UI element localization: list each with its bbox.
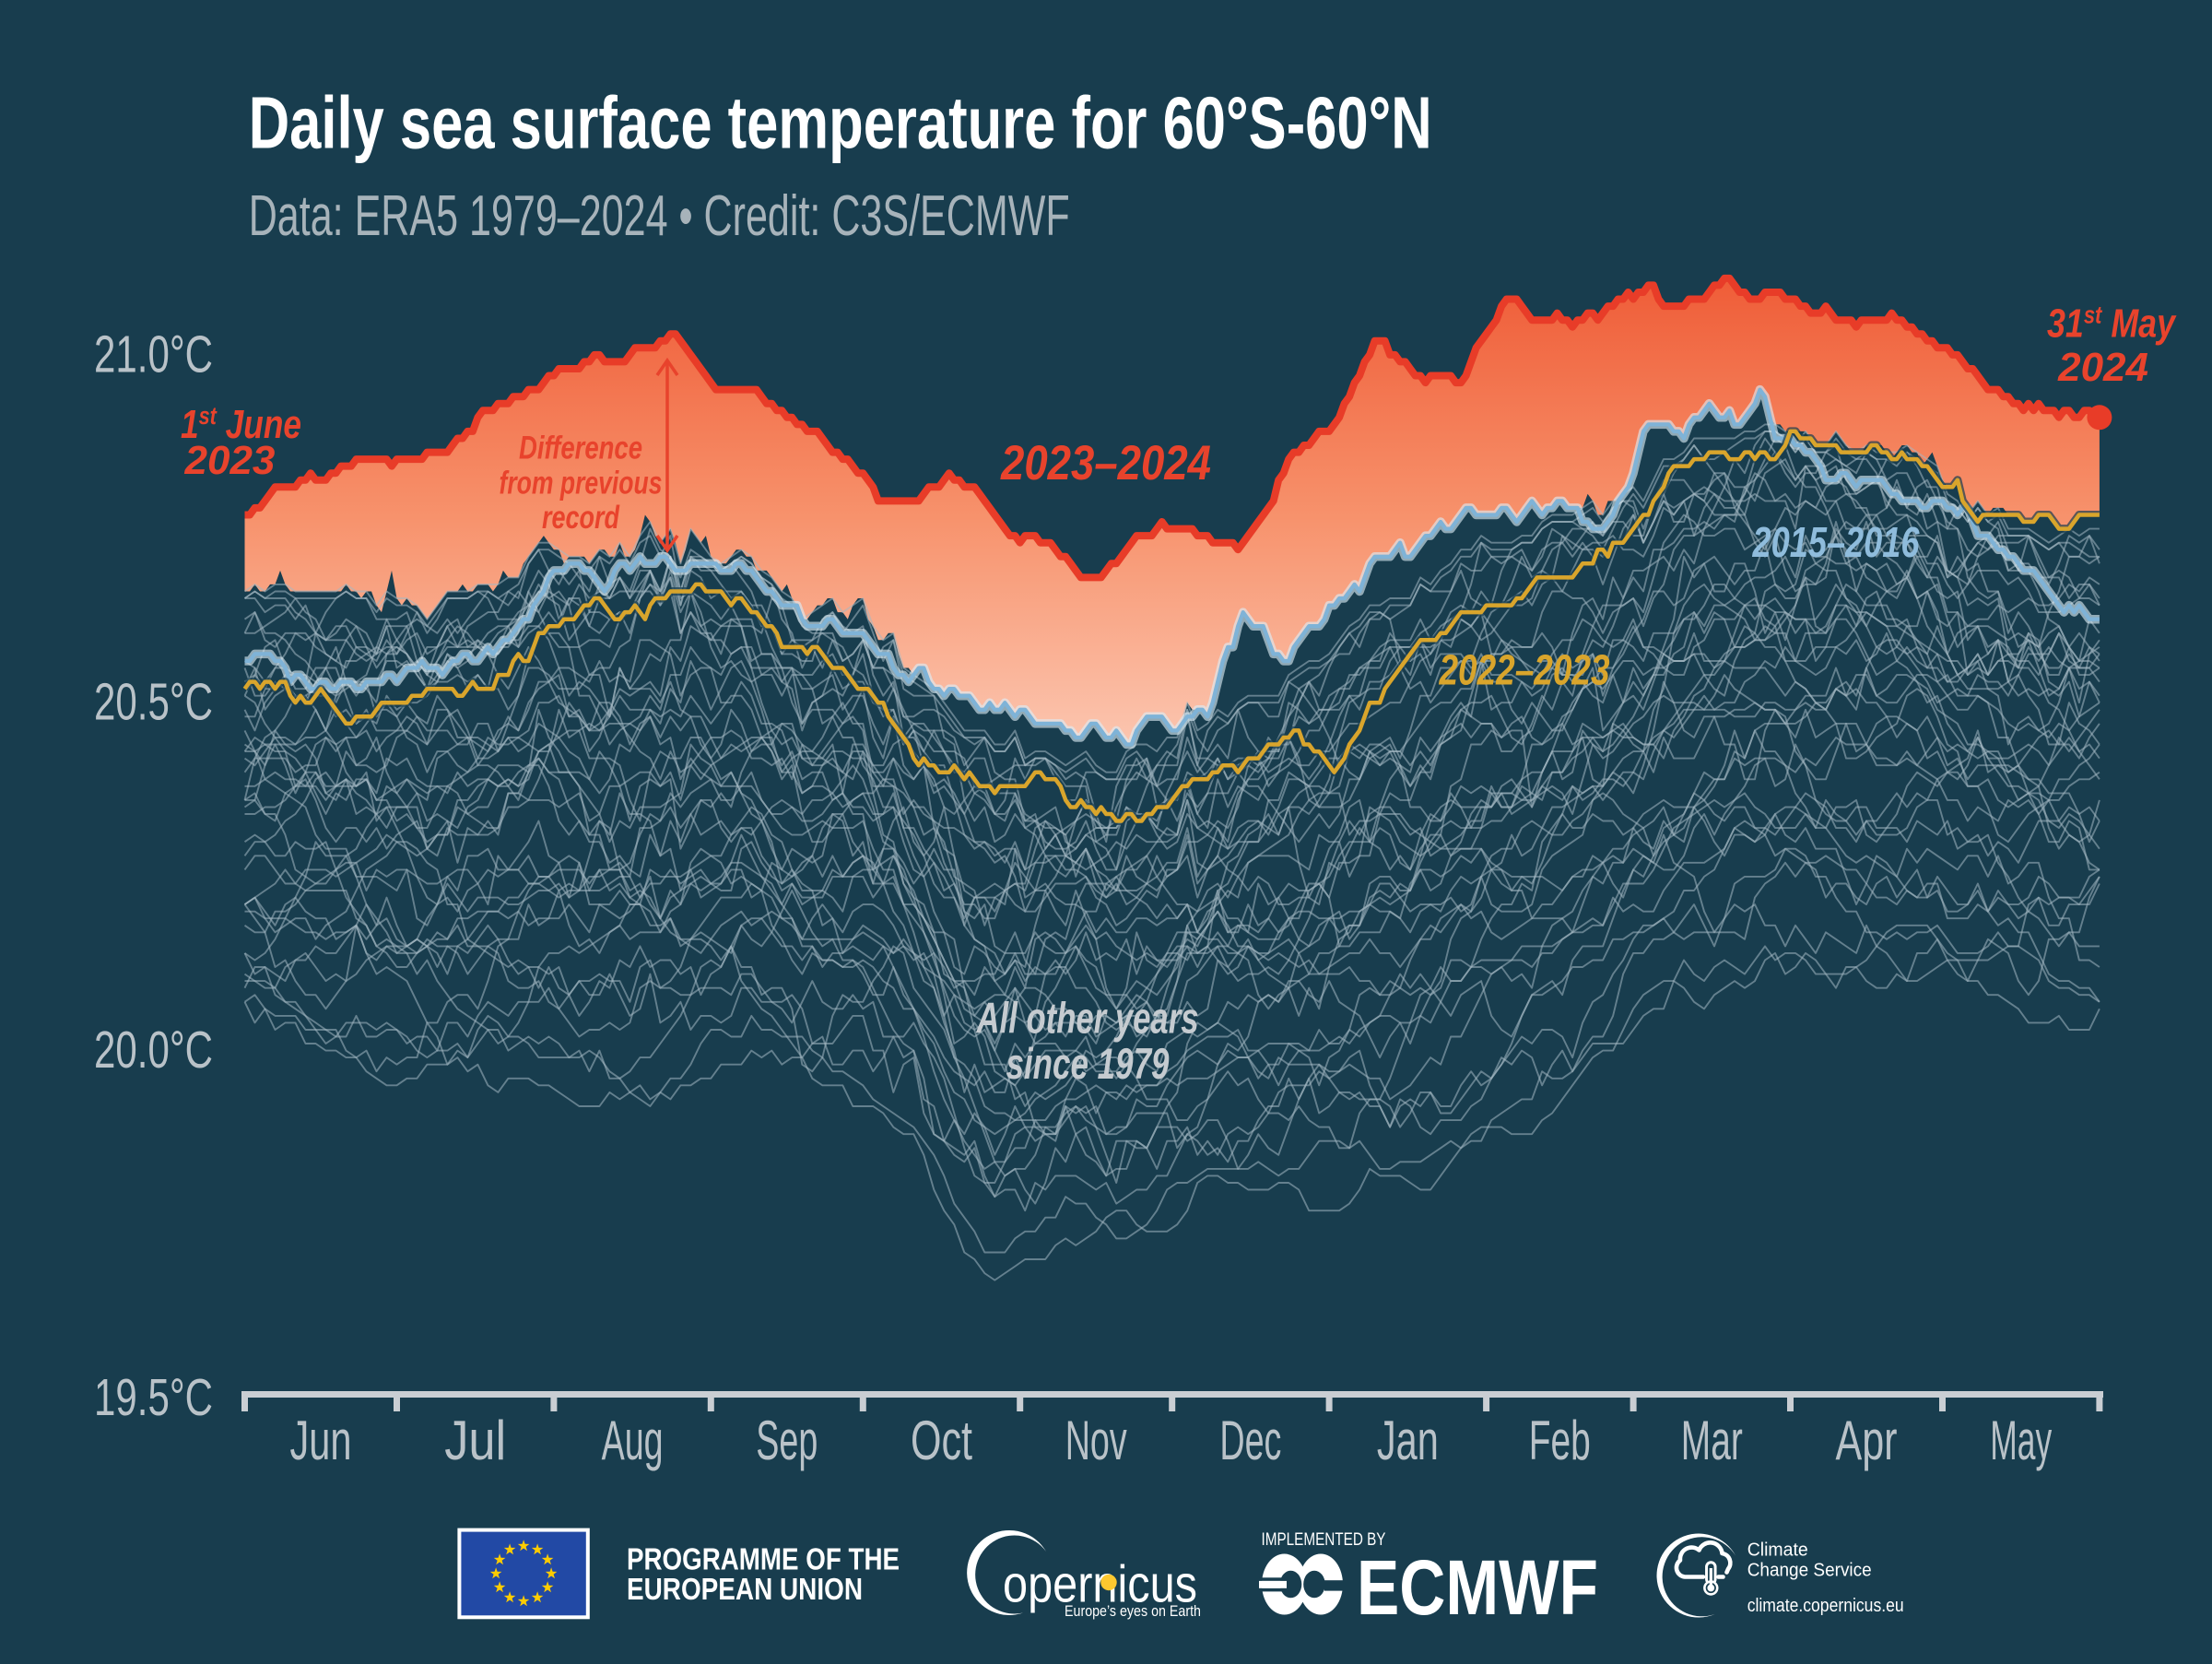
svg-text:Europe’s eyes on Earth: Europe’s eyes on Earth (1065, 1602, 1201, 1620)
svg-text:20.0°C: 20.0°C (94, 1021, 213, 1080)
svg-text:record: record (542, 500, 619, 536)
svg-text:Change Service: Change Service (1747, 1560, 1872, 1580)
svg-text:Nov: Nov (1065, 1410, 1127, 1471)
svg-text:Feb: Feb (1529, 1410, 1591, 1471)
svg-text:EUROPEAN UNION: EUROPEAN UNION (627, 1572, 863, 1606)
svg-text:PROGRAMME OF THE: PROGRAMME OF THE (627, 1541, 900, 1575)
svg-text:from previous: from previous (500, 466, 663, 502)
svg-text:2015–2016: 2015–2016 (1752, 518, 1920, 566)
svg-text:Sep: Sep (756, 1410, 818, 1471)
svg-text:ECMWF: ECMWF (1357, 1544, 1598, 1631)
svg-text:19.5°C: 19.5°C (94, 1368, 213, 1427)
svg-text:All other years: All other years (976, 994, 1199, 1043)
svg-text:2024: 2024 (2057, 345, 2148, 390)
svg-text:since 1979: since 1979 (1006, 1039, 1170, 1088)
svg-text:Difference: Difference (519, 431, 642, 466)
svg-text:Daily sea surface temperature: Daily sea surface temperature for 60°S-6… (249, 82, 1432, 164)
svg-text:2023–2024: 2023–2024 (1000, 436, 1211, 490)
svg-text:opernicus: opernicus (1003, 1555, 1197, 1614)
svg-text:21.0°C: 21.0°C (94, 325, 213, 384)
svg-text:IMPLEMENTED BY: IMPLEMENTED BY (1262, 1530, 1386, 1550)
svg-text:20.5°C: 20.5°C (94, 673, 213, 732)
svg-text:Jun: Jun (290, 1410, 352, 1471)
svg-text:Aug: Aug (602, 1410, 664, 1471)
svg-text:2023: 2023 (184, 438, 276, 483)
svg-text:31st May: 31st May (2047, 301, 2177, 346)
svg-text:Climate: Climate (1747, 1540, 1808, 1561)
svg-text:Mar: Mar (1681, 1410, 1743, 1471)
svg-text:Dec: Dec (1219, 1410, 1281, 1471)
svg-text:Jan: Jan (1377, 1410, 1439, 1471)
svg-text:Jul: Jul (444, 1410, 506, 1471)
svg-text:Data: ERA5 1979–2024 • Credit:: Data: ERA5 1979–2024 • Credit: C3S/ECMWF (249, 184, 1070, 248)
svg-text:1st June: 1st June (181, 402, 301, 447)
svg-text:2022–2023: 2022–2023 (1439, 646, 1610, 694)
svg-text:Oct: Oct (911, 1410, 972, 1471)
svg-text:May: May (1990, 1410, 2052, 1471)
svg-text:climate.copernicus.eu: climate.copernicus.eu (1747, 1596, 1904, 1616)
svg-text:Apr: Apr (1836, 1410, 1898, 1471)
